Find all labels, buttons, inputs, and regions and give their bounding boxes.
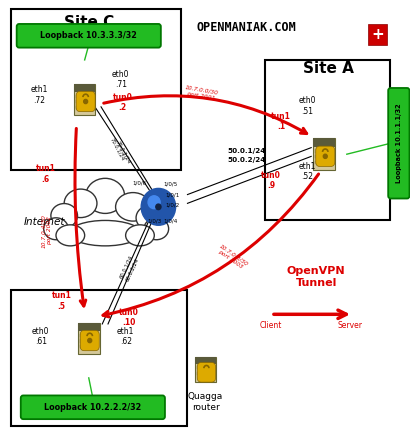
Text: 10.7.0.4/30
port 2002: 10.7.0.4/30 port 2002 [41,214,52,248]
Ellipse shape [115,193,150,221]
Text: tun0
.9: tun0 .9 [261,171,281,190]
FancyBboxPatch shape [11,10,181,169]
FancyBboxPatch shape [76,100,94,103]
Text: 1/0/4: 1/0/4 [164,219,178,224]
FancyBboxPatch shape [315,155,333,158]
Ellipse shape [144,218,169,240]
Text: Site B: Site B [69,408,120,423]
Ellipse shape [126,225,154,246]
Text: eth1
.62: eth1 .62 [117,326,134,346]
FancyBboxPatch shape [76,95,94,98]
Text: 70.0.1/24: 70.0.1/24 [109,137,125,161]
FancyBboxPatch shape [76,92,95,112]
Circle shape [84,99,88,103]
Text: Loopback 10.1.1.1/32: Loopback 10.1.1.1/32 [396,103,402,183]
Text: 1/0/5: 1/0/5 [164,182,178,187]
Text: OPENMANIAK.COM: OPENMANIAK.COM [196,21,296,33]
Text: tun1
.6: tun1 .6 [36,164,55,183]
FancyBboxPatch shape [80,339,98,342]
Text: 60.0.2/24: 60.0.2/24 [125,257,140,282]
FancyBboxPatch shape [80,330,99,351]
Text: tun0
.10: tun0 .10 [118,308,139,327]
FancyBboxPatch shape [195,356,216,382]
Text: Client: Client [260,321,282,330]
FancyBboxPatch shape [195,356,216,364]
Ellipse shape [136,206,163,230]
FancyBboxPatch shape [17,24,161,48]
FancyBboxPatch shape [78,323,99,354]
Circle shape [148,196,160,209]
Ellipse shape [56,225,85,246]
Text: 50.0.1/24: 50.0.1/24 [227,148,266,154]
Text: eth0
.61: eth0 .61 [32,326,50,346]
FancyBboxPatch shape [315,150,333,153]
Circle shape [141,188,175,225]
FancyBboxPatch shape [76,106,94,109]
FancyBboxPatch shape [80,334,98,337]
Text: Quagga
router: Quagga router [188,392,223,412]
Text: tun1
.5: tun1 .5 [51,291,71,311]
Text: OpenVPN
Tunnel: OpenVPN Tunnel [287,266,345,288]
FancyBboxPatch shape [265,60,390,220]
FancyBboxPatch shape [314,139,335,170]
FancyBboxPatch shape [197,366,214,369]
Text: 70.0.2/24: 70.0.2/24 [115,139,132,164]
Text: Server: Server [337,321,363,330]
FancyBboxPatch shape [388,88,409,198]
Text: eth0
.71: eth0 .71 [112,70,129,89]
Text: 60.0.1/24: 60.0.1/24 [119,254,134,279]
FancyBboxPatch shape [80,345,98,348]
Text: 1/0/2: 1/0/2 [166,202,180,207]
Ellipse shape [64,189,97,218]
Circle shape [88,338,92,343]
FancyBboxPatch shape [78,323,99,331]
Text: 1/0/1: 1/0/1 [166,192,180,198]
Text: Loopback 10.2.2.2/32: Loopback 10.2.2.2/32 [44,403,141,412]
Ellipse shape [85,178,125,213]
FancyBboxPatch shape [314,139,335,147]
Text: Site C: Site C [64,15,114,30]
Text: 1/0/3: 1/0/3 [147,219,162,224]
Text: eth1
.52: eth1 .52 [298,162,316,181]
Text: Site A: Site A [303,61,354,76]
Text: 10.7.0.0/30
port 2001: 10.7.0.0/30 port 2001 [184,84,219,101]
Ellipse shape [51,204,78,227]
Ellipse shape [69,220,141,246]
Text: eth1
.72: eth1 .72 [31,85,48,105]
Circle shape [156,204,161,209]
FancyBboxPatch shape [316,146,335,166]
FancyBboxPatch shape [368,24,387,45]
Text: Loopback 10.3.3.3/32: Loopback 10.3.3.3/32 [40,31,137,40]
Text: tun0
.2: tun0 .2 [113,93,132,112]
FancyBboxPatch shape [74,84,95,115]
Circle shape [323,154,327,158]
Text: 10.7.0.8/30
port 2003: 10.7.0.8/30 port 2003 [215,243,249,271]
FancyBboxPatch shape [74,84,95,92]
FancyBboxPatch shape [11,290,187,426]
Text: tun1
.1: tun1 .1 [271,112,291,131]
Text: +: + [371,27,384,42]
FancyBboxPatch shape [197,372,214,375]
Text: eth0
.51: eth0 .51 [298,96,316,116]
Ellipse shape [44,218,68,240]
Text: 50.0.2/24: 50.0.2/24 [227,157,266,163]
FancyBboxPatch shape [315,161,333,164]
FancyBboxPatch shape [21,396,165,419]
FancyBboxPatch shape [197,363,216,382]
Text: 1/0/6: 1/0/6 [132,180,146,185]
Text: Internet: Internet [24,217,66,227]
